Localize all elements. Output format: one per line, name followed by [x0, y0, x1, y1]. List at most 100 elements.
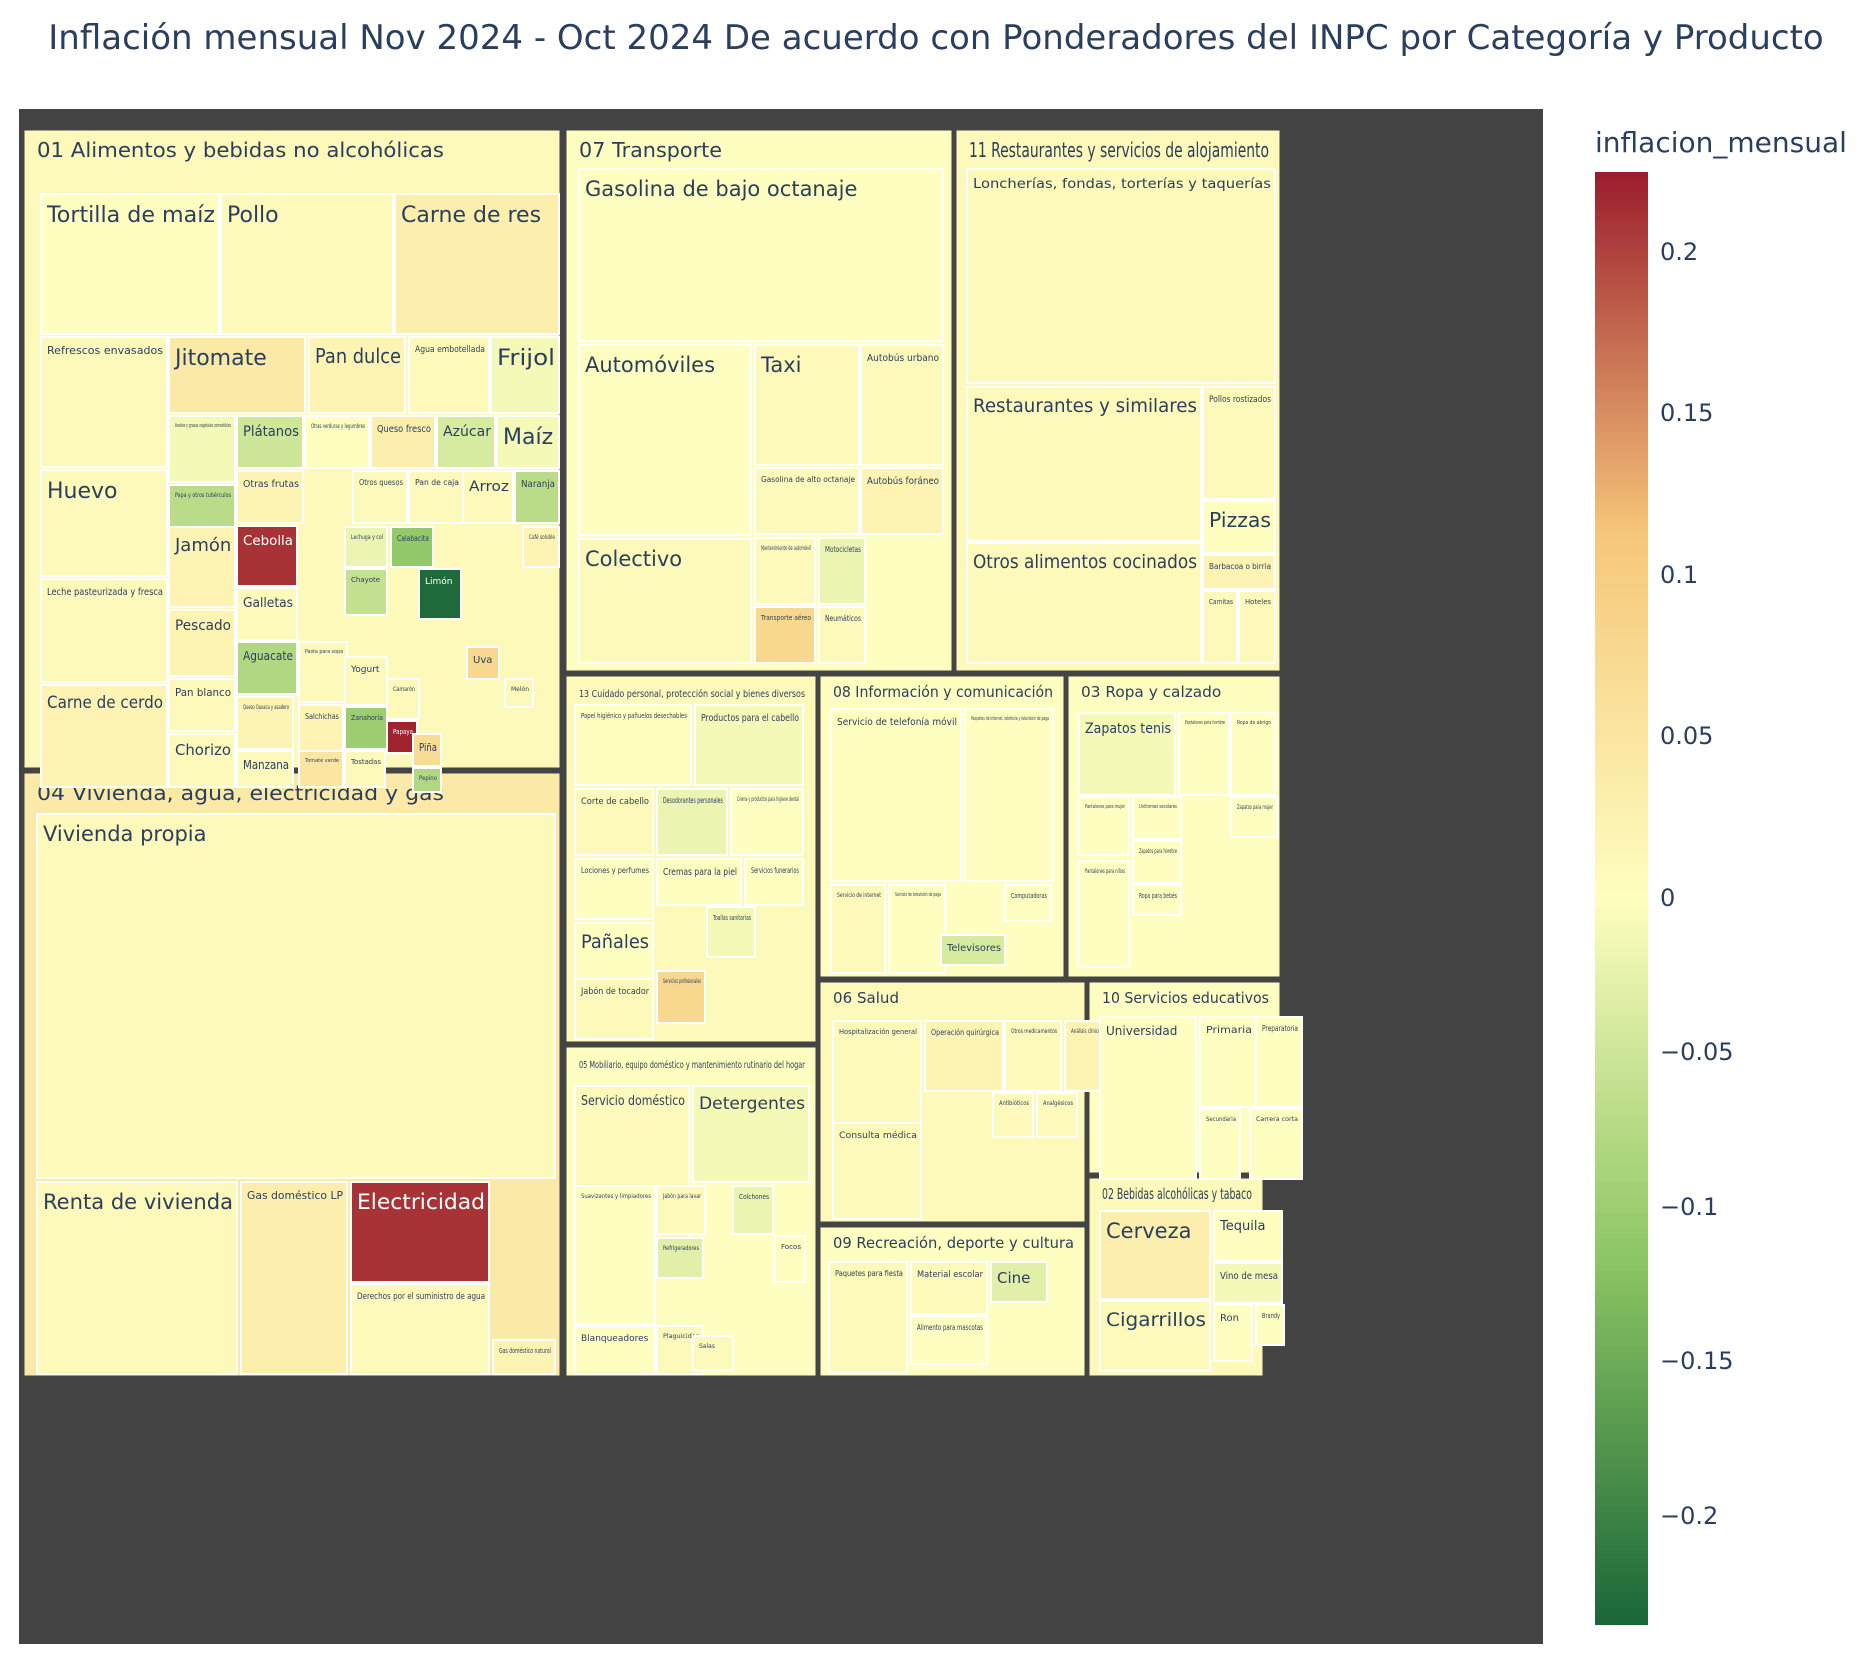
treemap-tile[interactable]: Refrigeradores	[656, 1237, 704, 1279]
treemap-tile-rect[interactable]	[754, 344, 860, 466]
treemap-tile-rect[interactable]	[1004, 1020, 1062, 1092]
treemap-tile-rect[interactable]	[1132, 840, 1182, 884]
treemap-tile-rect[interactable]	[706, 906, 756, 958]
treemap-tile[interactable]: Carne de cerdo	[40, 684, 168, 788]
treemap-tile[interactable]: Cerveza	[1099, 1210, 1211, 1300]
treemap-tile[interactable]: Antibióticos	[992, 1092, 1034, 1138]
treemap-tile[interactable]: Pasta para sopa	[298, 641, 348, 703]
treemap-tile[interactable]: Paquetes para fiesta	[828, 1261, 908, 1373]
treemap-tile[interactable]: Agua embotellada	[408, 336, 490, 414]
treemap-tile[interactable]: Aguacate	[236, 641, 298, 695]
treemap-tile-rect[interactable]	[1213, 1304, 1253, 1362]
treemap-tile[interactable]: Derechos por el suministro de agua	[350, 1283, 490, 1375]
treemap-tile[interactable]: Focos	[774, 1235, 806, 1283]
treemap-tile-rect[interactable]	[492, 1339, 556, 1375]
treemap-tile[interactable]: Autobús urbano	[860, 344, 944, 466]
treemap-tile[interactable]: Colchones	[732, 1185, 774, 1235]
treemap-tile-rect[interactable]	[386, 678, 420, 720]
treemap-tile[interactable]: Azúcar	[436, 415, 496, 469]
treemap-tile-rect[interactable]	[1132, 796, 1182, 840]
treemap-tile[interactable]: Carne de res	[394, 193, 560, 335]
treemap-tile[interactable]: Tostadas	[344, 750, 386, 788]
treemap-tile[interactable]: Loncherías, fondas, torterías y taquería…	[966, 168, 1276, 384]
treemap-tile[interactable]: Jitomate	[168, 336, 306, 414]
treemap-tile[interactable]: Maíz	[496, 415, 560, 469]
treemap-tile-rect[interactable]	[940, 934, 1006, 966]
treemap-tile-rect[interactable]	[656, 788, 728, 856]
treemap-tile-rect[interactable]	[466, 646, 500, 680]
treemap-tile-rect[interactable]	[692, 1085, 810, 1183]
treemap-tile-rect[interactable]	[656, 970, 706, 1024]
treemap-tile-rect[interactable]	[220, 193, 394, 335]
treemap-tile[interactable]: Refrescos envasados	[40, 336, 168, 468]
treemap-tile[interactable]: Salas	[692, 1335, 734, 1371]
treemap-tile[interactable]: Pan dulce	[308, 336, 406, 414]
treemap-tile-rect[interactable]	[1132, 884, 1182, 916]
treemap-tile-rect[interactable]	[490, 336, 560, 414]
treemap-tile[interactable]: Frijol	[490, 336, 560, 414]
treemap-tile-rect[interactable]	[236, 470, 304, 524]
treemap-tile-rect[interactable]	[40, 578, 168, 683]
treemap-tile-rect[interactable]	[462, 470, 514, 524]
treemap-tile-rect[interactable]	[168, 336, 306, 414]
treemap-tile[interactable]: Operación quirúrgica	[924, 1020, 1004, 1092]
treemap-tile[interactable]: Jamón	[168, 526, 236, 608]
treemap-tile[interactable]: Gas doméstico LP	[240, 1181, 348, 1375]
treemap-tile[interactable]: Galletas	[236, 587, 298, 641]
treemap-tile-rect[interactable]	[990, 1261, 1048, 1303]
treemap-tile-rect[interactable]	[1099, 1210, 1211, 1300]
treemap-tile-rect[interactable]	[344, 750, 386, 788]
treemap-tile-rect[interactable]	[656, 1185, 706, 1235]
treemap-tile[interactable]: Desodorantes personales	[656, 788, 728, 856]
treemap-tile[interactable]: Servicios funerarios	[744, 858, 804, 906]
treemap-tile-rect[interactable]	[574, 978, 654, 1040]
treemap-tile[interactable]: Huevo	[40, 469, 168, 577]
treemap-tile-rect[interactable]	[1202, 500, 1276, 554]
treemap-tile-rect[interactable]	[1078, 712, 1176, 796]
treemap-tile-rect[interactable]	[574, 1325, 656, 1375]
treemap-tile-rect[interactable]	[574, 788, 654, 856]
treemap-tile[interactable]: Barbacoa o birria	[1202, 554, 1276, 590]
treemap-tile-rect[interactable]	[40, 193, 220, 335]
treemap-tile[interactable]: Servicios profesionales	[656, 970, 706, 1024]
treemap-tile-rect[interactable]	[344, 526, 388, 568]
treemap-tile[interactable]: Autobús foráneo	[860, 467, 944, 535]
treemap-tile-rect[interactable]	[1202, 590, 1238, 664]
treemap-tile-rect[interactable]	[370, 415, 436, 469]
treemap-tile[interactable]: Ron	[1213, 1304, 1253, 1362]
treemap-tile[interactable]: Servicio de televisión de paga	[888, 884, 946, 974]
treemap-tile[interactable]: Melón	[504, 678, 534, 708]
treemap-tile-rect[interactable]	[924, 1020, 1004, 1092]
treemap-tile[interactable]: Secundaria	[1199, 1108, 1241, 1180]
treemap-tile-rect[interactable]	[578, 168, 944, 342]
treemap-tile[interactable]: Cremas para la piel	[656, 858, 742, 906]
treemap-tile[interactable]: Detergentes	[692, 1085, 810, 1183]
treemap-tile-rect[interactable]	[40, 469, 168, 577]
treemap-tile[interactable]: Tomate verde	[298, 750, 344, 788]
treemap-tile-rect[interactable]	[832, 1122, 922, 1220]
treemap-tile[interactable]: Piña	[412, 733, 442, 767]
treemap-tile[interactable]: Analgésicos	[1036, 1092, 1078, 1138]
treemap-tile-rect[interactable]	[1178, 712, 1230, 796]
treemap-tile-rect[interactable]	[830, 884, 886, 974]
treemap-tile-rect[interactable]	[656, 1237, 704, 1279]
treemap-tile-rect[interactable]	[496, 415, 560, 469]
treemap-tile-rect[interactable]	[1255, 1304, 1285, 1346]
treemap-tile-rect[interactable]	[236, 750, 294, 788]
treemap-tile[interactable]: Pantalones para niños	[1078, 860, 1130, 968]
treemap-tile-rect[interactable]	[744, 858, 804, 906]
treemap-tile-rect[interactable]	[394, 193, 560, 335]
treemap-tile[interactable]: Aceites y grasas vegetales comestibles	[168, 415, 236, 483]
treemap-tile[interactable]: Toallas sanitarias	[706, 906, 756, 958]
treemap-tile[interactable]: Blanqueadores	[574, 1325, 656, 1375]
treemap-tile-rect[interactable]	[1238, 590, 1276, 664]
treemap-tile[interactable]: Queso fresco	[370, 415, 436, 469]
treemap-tile[interactable]: Electricidad	[350, 1181, 490, 1283]
treemap-tile-rect[interactable]	[1078, 860, 1130, 968]
treemap-tile-rect[interactable]	[966, 168, 1276, 384]
treemap-tile[interactable]: Ropa para bebés	[1132, 884, 1182, 916]
treemap-tile[interactable]: Pizzas	[1202, 500, 1276, 554]
treemap-tile[interactable]: Suavizantes y limpiadores	[574, 1185, 656, 1325]
treemap-tile[interactable]: Primaria	[1199, 1016, 1257, 1108]
treemap-tile-rect[interactable]	[298, 704, 344, 758]
